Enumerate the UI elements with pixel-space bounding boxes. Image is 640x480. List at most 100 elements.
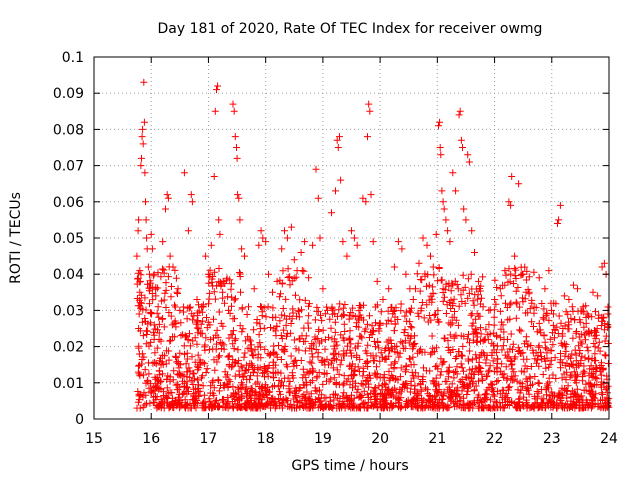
data-point xyxy=(438,187,446,195)
data-point xyxy=(324,306,331,314)
data-point xyxy=(455,111,463,119)
data-point xyxy=(339,238,347,246)
data-point xyxy=(554,220,561,227)
data-point xyxy=(348,227,355,235)
data-point xyxy=(290,256,298,264)
data-point xyxy=(336,133,343,141)
data-point xyxy=(390,263,398,271)
y-tick-labels: 0 0.01 0.02 0.03 0.04 0.05 0.06 0.07 0.08 0.09 0.1 xyxy=(53,50,84,428)
data-point xyxy=(452,187,460,195)
data-point xyxy=(140,118,148,126)
data-point xyxy=(273,277,281,285)
data-point xyxy=(589,288,597,296)
data-point xyxy=(535,274,543,282)
data-point xyxy=(305,274,313,282)
data-point xyxy=(150,270,158,278)
data-point xyxy=(316,234,324,242)
data-point xyxy=(442,216,450,224)
data-point xyxy=(436,144,444,151)
data-point xyxy=(444,227,452,235)
data-point xyxy=(142,198,149,206)
x-tick-label: 15 xyxy=(85,431,103,447)
data-point xyxy=(379,296,387,303)
data-point xyxy=(419,234,427,242)
data-point xyxy=(213,86,220,94)
data-point xyxy=(148,245,156,253)
data-point xyxy=(436,118,444,126)
data-point xyxy=(328,209,335,217)
data-point xyxy=(475,277,482,285)
data-point xyxy=(485,306,493,314)
x-tick-label: 18 xyxy=(257,431,275,447)
data-point xyxy=(570,281,577,289)
data-point xyxy=(465,158,473,166)
data-point xyxy=(435,122,442,130)
data-point xyxy=(373,277,381,285)
data-point xyxy=(511,252,519,260)
data-point xyxy=(257,227,265,235)
data-point xyxy=(309,241,317,249)
data-point xyxy=(265,270,272,278)
data-point xyxy=(385,285,393,293)
data-point xyxy=(142,216,150,224)
data-point xyxy=(409,296,417,303)
data-point xyxy=(136,277,144,285)
data-point xyxy=(166,252,174,260)
data-point xyxy=(334,144,342,151)
data-point xyxy=(163,191,171,199)
data-point xyxy=(241,252,248,260)
data-point xyxy=(459,144,466,151)
data-point xyxy=(193,296,201,303)
data-point xyxy=(515,180,523,188)
data-point xyxy=(138,299,145,307)
axis-ticks xyxy=(93,56,610,420)
data-point xyxy=(501,267,509,275)
x-tick-label: 19 xyxy=(314,431,332,447)
data-point xyxy=(550,310,557,318)
data-point xyxy=(233,154,241,162)
data-point xyxy=(574,285,581,293)
data-point xyxy=(579,303,587,311)
data-point xyxy=(234,191,242,199)
data-point xyxy=(137,162,145,170)
data-point xyxy=(233,144,240,151)
data-point xyxy=(210,173,218,180)
data-points xyxy=(133,78,613,412)
x-tick-label: 21 xyxy=(428,431,446,447)
data-point xyxy=(394,238,402,246)
data-point xyxy=(429,263,437,271)
y-tick-label: 0.1 xyxy=(62,50,84,66)
data-point xyxy=(184,227,192,235)
x-tick-label: 24 xyxy=(600,431,618,447)
data-point xyxy=(159,238,167,246)
data-point xyxy=(214,82,222,90)
data-point xyxy=(221,299,228,307)
data-point xyxy=(359,194,367,202)
data-point xyxy=(278,245,286,253)
y-tick-label: 0.09 xyxy=(53,86,84,102)
data-point xyxy=(583,310,591,318)
data-point xyxy=(255,241,263,249)
data-point xyxy=(245,303,252,311)
data-point xyxy=(136,267,144,275)
x-tick-label: 20 xyxy=(371,431,389,447)
data-point xyxy=(362,198,370,206)
data-point xyxy=(366,107,374,115)
x-tick-label: 22 xyxy=(486,431,504,447)
data-point xyxy=(173,288,181,296)
data-point xyxy=(312,165,320,173)
data-point xyxy=(423,241,431,249)
data-point xyxy=(235,194,243,202)
data-point xyxy=(198,303,206,311)
data-point xyxy=(600,259,608,267)
data-point xyxy=(402,270,410,278)
data-point xyxy=(398,245,406,253)
data-point xyxy=(164,194,172,202)
data-point xyxy=(202,252,210,260)
data-point xyxy=(139,140,147,148)
y-tick-label: 0.01 xyxy=(53,376,84,392)
data-point xyxy=(314,194,322,202)
data-point xyxy=(319,285,327,293)
data-point xyxy=(460,205,468,213)
